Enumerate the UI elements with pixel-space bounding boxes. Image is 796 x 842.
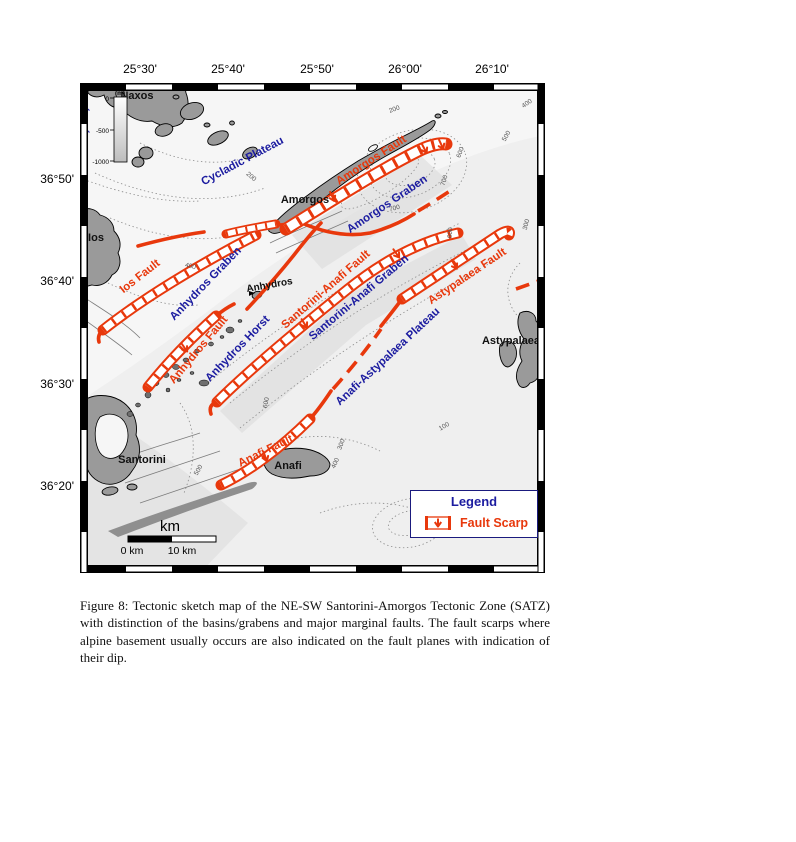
contour-labels: 200 200 400 500 600 700 600 400 600 300 … <box>184 98 534 477</box>
axis-tick-lon-2: 25°40' <box>211 62 245 76</box>
contour-label: 600 <box>455 146 465 159</box>
map-frame <box>80 83 545 573</box>
islands <box>88 91 537 496</box>
contour-label: 300 <box>336 438 346 451</box>
anhydros-pointer-icon <box>249 291 255 296</box>
island-label-anafi: Anafi <box>274 460 302 472</box>
island-astypalaea <box>515 310 537 388</box>
bathymetry-title: Bathymetry <box>81 106 90 151</box>
island-ios <box>88 208 121 287</box>
island-label-santorini: Santorini <box>118 454 166 466</box>
seafloor-texture <box>88 210 349 537</box>
axis-tick-lon-3: 25°50' <box>300 62 334 76</box>
fault-lines <box>96 139 537 485</box>
island-label-amorgos: Amorgos <box>281 194 329 206</box>
legend-label-fault-scarp: Fault Scarp <box>460 516 529 530</box>
contour-label: 600 <box>447 227 455 239</box>
contour-label: 400 <box>184 262 197 272</box>
scalebar-unit: km <box>160 518 180 535</box>
contour-label: 200 <box>388 104 401 114</box>
contour-label: 100 <box>438 421 451 433</box>
bathymetry-colorbar <box>113 96 128 163</box>
island-anafi <box>263 447 331 479</box>
bathymetry-tick-500: -500 <box>96 128 109 135</box>
bathymetry-scale: (m) 0 -500 -1000 Bathymetry <box>81 90 128 166</box>
contour-label: 500 <box>501 129 513 142</box>
bathymetry-tick-0: 0 <box>105 96 109 103</box>
axis-tick-lat-3: 36°30' <box>40 377 74 391</box>
island-label-ios: Ios <box>88 232 104 244</box>
santorini-caldera <box>94 413 129 459</box>
axis-tick-lat-1: 36°50' <box>40 172 74 186</box>
island-label-astypalaea: Astypalaea <box>482 335 541 347</box>
legend-title: Legend <box>450 494 498 509</box>
tectonic-map: 200 200 400 500 600 700 600 400 600 300 … <box>80 83 545 573</box>
contour-label: 500 <box>193 463 205 476</box>
axis-tick-lat-4: 36°20' <box>40 479 74 493</box>
contour-label: 700 <box>388 204 401 214</box>
scalebar-start: 0 km <box>121 545 144 557</box>
fault-scarp-icon <box>425 516 451 530</box>
scale-bar: km 0 km 10 km <box>121 518 217 557</box>
axis-tick-lat-2: 36°40' <box>40 274 74 288</box>
bathymetry-tick-1000: -1000 <box>92 159 109 166</box>
map-legend: Legend Fault Scarp <box>410 490 538 538</box>
bathymetry-unit: (m) <box>115 90 125 97</box>
map-canvas: 200 200 400 500 600 700 600 400 600 300 … <box>80 83 545 573</box>
axis-tick-lon-4: 26°00' <box>388 62 422 76</box>
island-label-naxos: Naxos <box>120 90 153 102</box>
contour-label: 700 <box>440 174 450 187</box>
legend-item-fault-scarp: Fault Scarp <box>423 515 537 531</box>
axis-tick-lon-1: 25°30' <box>123 62 157 76</box>
figure-caption: Figure 8: Tectonic sketch map of the NE-… <box>80 598 550 665</box>
christiana-ridge <box>108 481 257 537</box>
scalebar-end: 10 km <box>168 545 197 557</box>
axis-tick-lon-5: 26°10' <box>475 62 509 76</box>
cyclades-islets <box>131 94 258 168</box>
contour-label: 600 <box>262 396 271 408</box>
contour-label: 400 <box>330 457 341 470</box>
contour-label: 300 <box>522 218 532 231</box>
